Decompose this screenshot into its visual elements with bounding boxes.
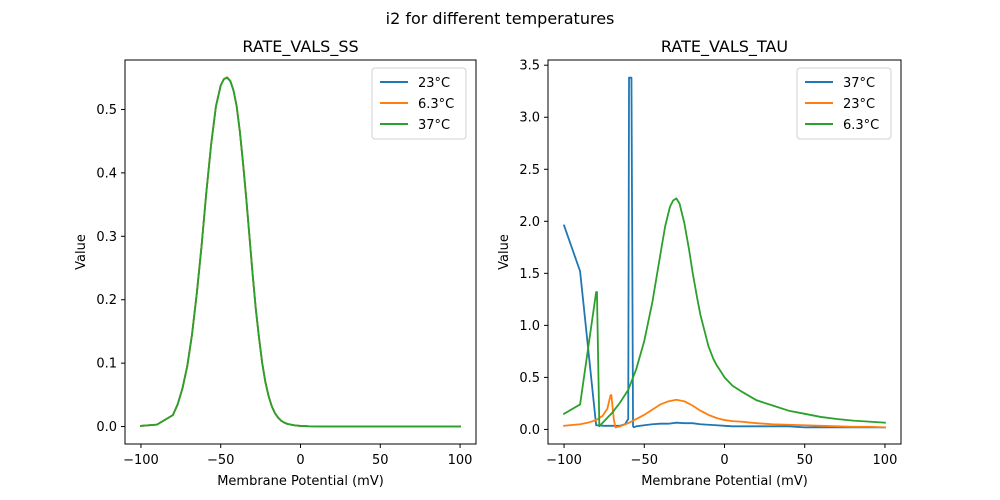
legend-frame — [371, 67, 467, 140]
x-axis: −100 −50 0 50 100 — [123, 444, 472, 468]
axes-title: RATE_VALS_SS — [242, 37, 358, 57]
x-axis-label: Membrane Potential (mV) — [641, 474, 808, 489]
y-axis-label: Value — [74, 234, 89, 270]
y-tick-label: 0.0 — [96, 420, 117, 435]
legend-label: 23°C — [843, 97, 875, 112]
legend-frame — [796, 67, 892, 140]
x-tick-label: 50 — [796, 453, 813, 468]
series-line-1 — [563, 394, 886, 429]
x-tick-label: −100 — [546, 453, 582, 468]
y-axis: 0.0 0.5 1.0 1.5 2.0 2.5 3.0 3.5 — [519, 59, 548, 438]
legend-label: 37°C — [418, 118, 450, 133]
y-tick-label: 1.0 — [519, 319, 540, 334]
legend-item: 37°C — [805, 76, 875, 91]
legend: 23°C 6.3°C 37°C — [371, 67, 467, 140]
x-axis: −100 −50 0 50 100 — [546, 444, 897, 468]
series-line-2 — [139, 76, 461, 428]
y-tick-label: 2.0 — [519, 215, 540, 230]
y-axis: 0.0 0.1 0.2 0.3 0.4 0.5 — [96, 103, 125, 435]
x-tick-label: 50 — [372, 453, 389, 468]
legend-item: 23°C — [805, 97, 875, 112]
y-tick-label: 0.0 — [519, 423, 540, 438]
x-tick-label: −50 — [631, 453, 658, 468]
legend-label: 6.3°C — [843, 118, 879, 133]
figure-suptitle: i2 for different temperatures — [386, 9, 615, 28]
legend-label: 6.3°C — [418, 97, 454, 112]
y-tick-label: 3.5 — [519, 59, 540, 74]
x-tick-label: −50 — [207, 453, 234, 468]
x-tick-label: 0 — [720, 453, 728, 468]
x-tick-label: −100 — [123, 453, 159, 468]
axes-rate-vals-tau: RATE_VALS_TAU −100 −50 0 50 100 0.0 0.5 1.0 1.5… — [497, 37, 902, 489]
y-tick-label: 1.5 — [519, 267, 540, 282]
y-tick-label: 0.5 — [519, 371, 540, 386]
legend-label: 23°C — [418, 76, 450, 91]
y-tick-label: 0.5 — [96, 103, 117, 118]
x-axis-label: Membrane Potential (mV) — [217, 474, 384, 489]
y-tick-label: 0.2 — [96, 293, 117, 308]
y-axis-label: Value — [497, 234, 512, 270]
y-tick-label: 3.0 — [519, 111, 540, 126]
axes-title: RATE_VALS_TAU — [661, 37, 788, 57]
y-tick-label: 0.1 — [96, 357, 117, 372]
y-tick-label: 2.5 — [519, 163, 540, 178]
y-tick-label: 0.4 — [96, 166, 117, 181]
series-line-2 — [562, 197, 886, 428]
legend-item: 6.3°C — [380, 97, 454, 112]
legend-item: 37°C — [380, 118, 450, 133]
legend-item: 6.3°C — [805, 118, 879, 133]
plot-area — [139, 76, 461, 428]
axes-rate-vals-ss: RATE_VALS_SS −100 −50 0 50 100 0.00.10.20.30… — [74, 37, 477, 489]
y-tick-label: 0.3 — [96, 230, 117, 245]
legend: 37°C 23°C 6.3°C — [796, 67, 892, 140]
legend-label: 37°C — [843, 76, 875, 91]
x-tick-label: 100 — [873, 453, 898, 468]
x-tick-label: 0 — [296, 453, 304, 468]
x-tick-label: 100 — [448, 453, 473, 468]
plot-area — [562, 76, 886, 429]
legend-item: 23°C — [380, 76, 450, 91]
